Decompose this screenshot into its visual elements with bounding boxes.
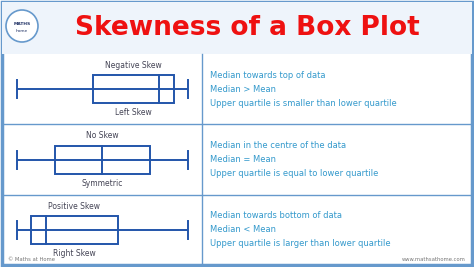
Text: www.mathsathome.com: www.mathsathome.com: [402, 257, 466, 262]
Text: Upper quartile is equal to lower quartile: Upper quartile is equal to lower quartil…: [210, 169, 378, 178]
Text: Median < Mean: Median < Mean: [210, 225, 276, 234]
Text: Upper quartile is larger than lower quartile: Upper quartile is larger than lower quar…: [210, 239, 391, 248]
Text: Median towards top of data: Median towards top of data: [210, 71, 326, 80]
Text: Median = Mean: Median = Mean: [210, 155, 276, 164]
Text: Median > Mean: Median > Mean: [210, 85, 276, 94]
Bar: [31, 216, 118, 244]
Bar: [2, 2, 472, 54]
Circle shape: [6, 10, 38, 42]
Bar: [55, 146, 150, 174]
Text: MATHS: MATHS: [13, 22, 31, 26]
Text: Right Skew: Right Skew: [53, 249, 96, 258]
Text: Upper quartile is smaller than lower quartile: Upper quartile is smaller than lower qua…: [210, 99, 397, 108]
Text: © Maths at Home: © Maths at Home: [8, 257, 55, 262]
Text: Median towards bottom of data: Median towards bottom of data: [210, 211, 342, 220]
Text: Skewness of a Box Plot: Skewness of a Box Plot: [74, 15, 419, 41]
Text: Negative Skew: Negative Skew: [105, 61, 162, 70]
Text: Symmetric: Symmetric: [82, 179, 123, 187]
Text: Median in the centre of the data: Median in the centre of the data: [210, 141, 346, 150]
Text: No Skew: No Skew: [86, 132, 119, 140]
Bar: [93, 75, 174, 103]
Text: home: home: [16, 29, 28, 33]
Text: Left Skew: Left Skew: [115, 108, 152, 117]
Text: Positive Skew: Positive Skew: [48, 202, 100, 211]
